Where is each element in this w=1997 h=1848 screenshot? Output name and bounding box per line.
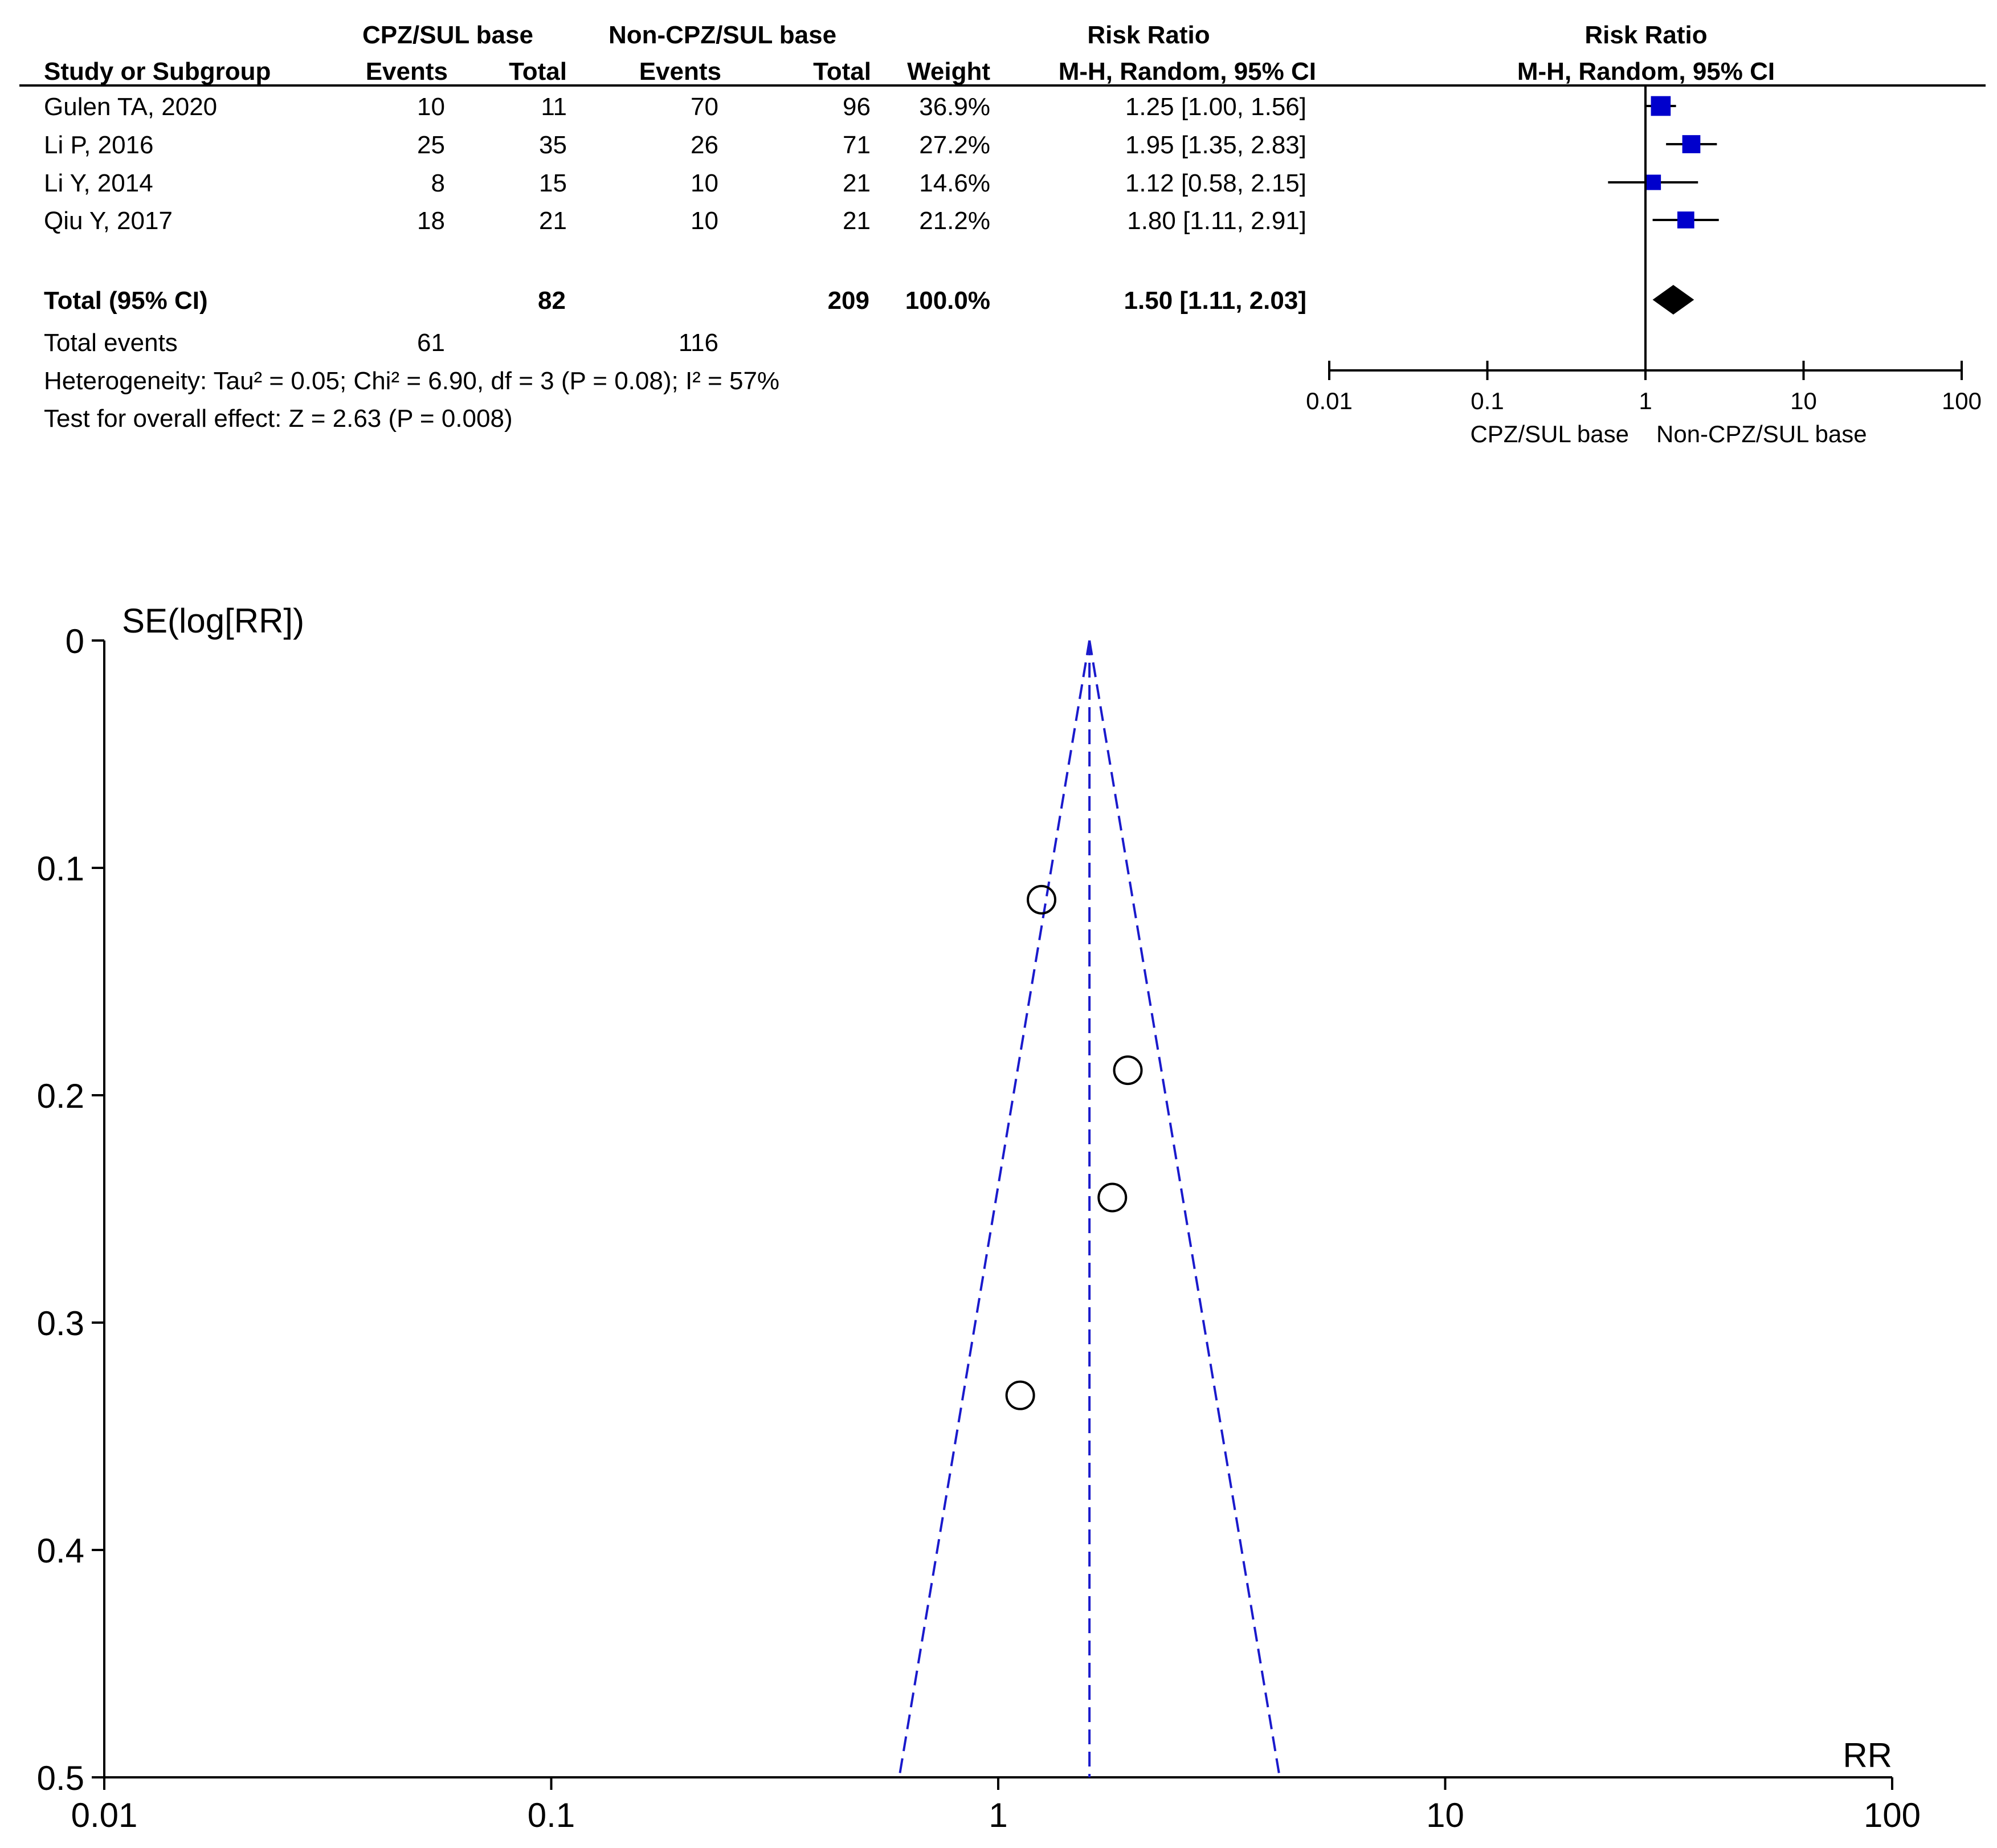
row-ci-text: 1.25 [1.00, 1.56] [1125, 93, 1306, 121]
study-point [1113, 1055, 1143, 1086]
row-weight: 36.9% [919, 93, 990, 121]
row-exp-total: 15 [539, 169, 567, 197]
weight-square [1682, 135, 1701, 153]
weight-square [1645, 174, 1661, 190]
row-ctl-events: 10 [691, 169, 718, 197]
header-weight: Weight [907, 58, 990, 85]
y-tick-label: 0.1 [37, 850, 84, 888]
header-ci-text: M-H, Random, 95% CI [1059, 58, 1316, 85]
total-events-label: Total events [44, 329, 178, 357]
header-group-rr-text: Risk Ratio [1087, 21, 1210, 49]
row-exp-total: 11 [541, 93, 567, 121]
row-exp-total: 35 [539, 131, 567, 159]
overall-effect-text: Test for overall effect: Z = 2.63 (P = 0… [44, 405, 513, 433]
row-ci-text: 1.12 [0.58, 2.15] [1125, 169, 1306, 197]
y-tick-label: 0 [66, 622, 84, 660]
study-point [1005, 1380, 1035, 1410]
header-group-exp: CPZ/SUL base [362, 21, 533, 49]
row-weight: 27.2% [919, 131, 990, 159]
forest-tick-label: 1 [1639, 387, 1652, 414]
row-ctl-events: 10 [691, 207, 718, 235]
y-tick-label: 0.3 [37, 1304, 84, 1343]
row-study: Gulen TA, 2020 [44, 93, 217, 121]
row-study: Li P, 2016 [44, 131, 153, 159]
x-tick-label: 10 [1426, 1796, 1464, 1834]
weight-square [1677, 211, 1694, 229]
row-exp-events: 25 [417, 131, 445, 159]
x-tick-label: 0.01 [71, 1796, 138, 1834]
total-exp-total: 82 [538, 287, 566, 315]
row-ci-text: 1.80 [1.11, 2.91] [1127, 207, 1306, 235]
row-weight: 21.2% [919, 207, 990, 235]
pooled-diamond [1652, 285, 1694, 315]
y-tick-label: 0.2 [37, 1077, 84, 1115]
row-exp-events: 8 [431, 169, 445, 197]
favours-left-label: CPZ/SUL base [1470, 421, 1629, 447]
funnel-right-limit [1088, 640, 1281, 1778]
row-exp-events: 10 [417, 93, 445, 121]
header-ctl-total: Total [813, 58, 871, 85]
row-ci-text: 1.95 [1.35, 2.83] [1125, 131, 1306, 159]
header-ci-plot: M-H, Random, 95% CI [1517, 58, 1775, 85]
y-tick-label: 0.4 [37, 1532, 84, 1570]
row-ctl-total: 96 [843, 93, 871, 121]
row-ctl-total: 21 [843, 207, 871, 235]
total-events-ctl: 116 [679, 329, 718, 357]
weight-square [1651, 96, 1671, 116]
row-ctl-total: 71 [843, 131, 871, 159]
funnel-left-limit [898, 640, 1091, 1778]
y-tick-label: 0.5 [37, 1759, 84, 1797]
study-point [1027, 884, 1057, 915]
total-label: Total (95% CI) [44, 287, 208, 315]
header-group-rr-plot: Risk Ratio [1584, 21, 1707, 49]
x-tick-label: 0.1 [528, 1796, 575, 1834]
study-point [1097, 1182, 1128, 1213]
header-study: Study or Subgroup [44, 58, 271, 85]
x-tick-label: 1 [989, 1796, 1007, 1834]
forest-tick-label: 0.1 [1471, 387, 1504, 414]
total-ctl-total: 209 [828, 287, 869, 315]
total-weight: 100.0% [905, 287, 990, 315]
row-ctl-events: 26 [691, 131, 718, 159]
header-ctl-events: Events [639, 58, 721, 85]
forest-plot: CPZ/SUL base Non-CPZ/SUL base Risk Ratio Ri… [19, 21, 1986, 447]
heterogeneity-text: Heterogeneity: Tau² = 0.05; Chi² = 6.90,… [44, 367, 779, 395]
header-group-ctl: Non-CPZ/SUL base [609, 21, 836, 49]
forest-tick-label: 10 [1790, 387, 1817, 414]
row-ctl-events: 70 [691, 93, 718, 121]
y-axis-title: SE(log[RR]) [122, 602, 304, 640]
header-exp-events: Events [366, 58, 448, 85]
x-axis-title: RR [1843, 1736, 1892, 1774]
row-exp-total: 21 [539, 207, 567, 235]
row-study: Li Y, 2014 [44, 169, 153, 197]
funnel-plot: 0 0.1 0.2 0.3 0.4 0.50.01 0.1 1 10 100 SE(log[RR])… [37, 602, 1921, 1834]
row-weight: 14.6% [919, 169, 990, 197]
favours-right-label: Non-CPZ/SUL base [1656, 421, 1867, 447]
row-ctl-total: 21 [843, 169, 871, 197]
x-tick-label: 100 [1864, 1796, 1921, 1834]
total-ci-text: 1.50 [1.11, 2.03] [1124, 287, 1306, 315]
total-events-exp: 61 [417, 329, 445, 357]
row-exp-events: 18 [417, 207, 445, 235]
forest-tick-label: 100 [1942, 387, 1982, 414]
header-exp-total: Total [509, 58, 567, 85]
forest-tick-label: 0.01 [1306, 387, 1353, 414]
row-study: Qiu Y, 2017 [44, 207, 173, 235]
